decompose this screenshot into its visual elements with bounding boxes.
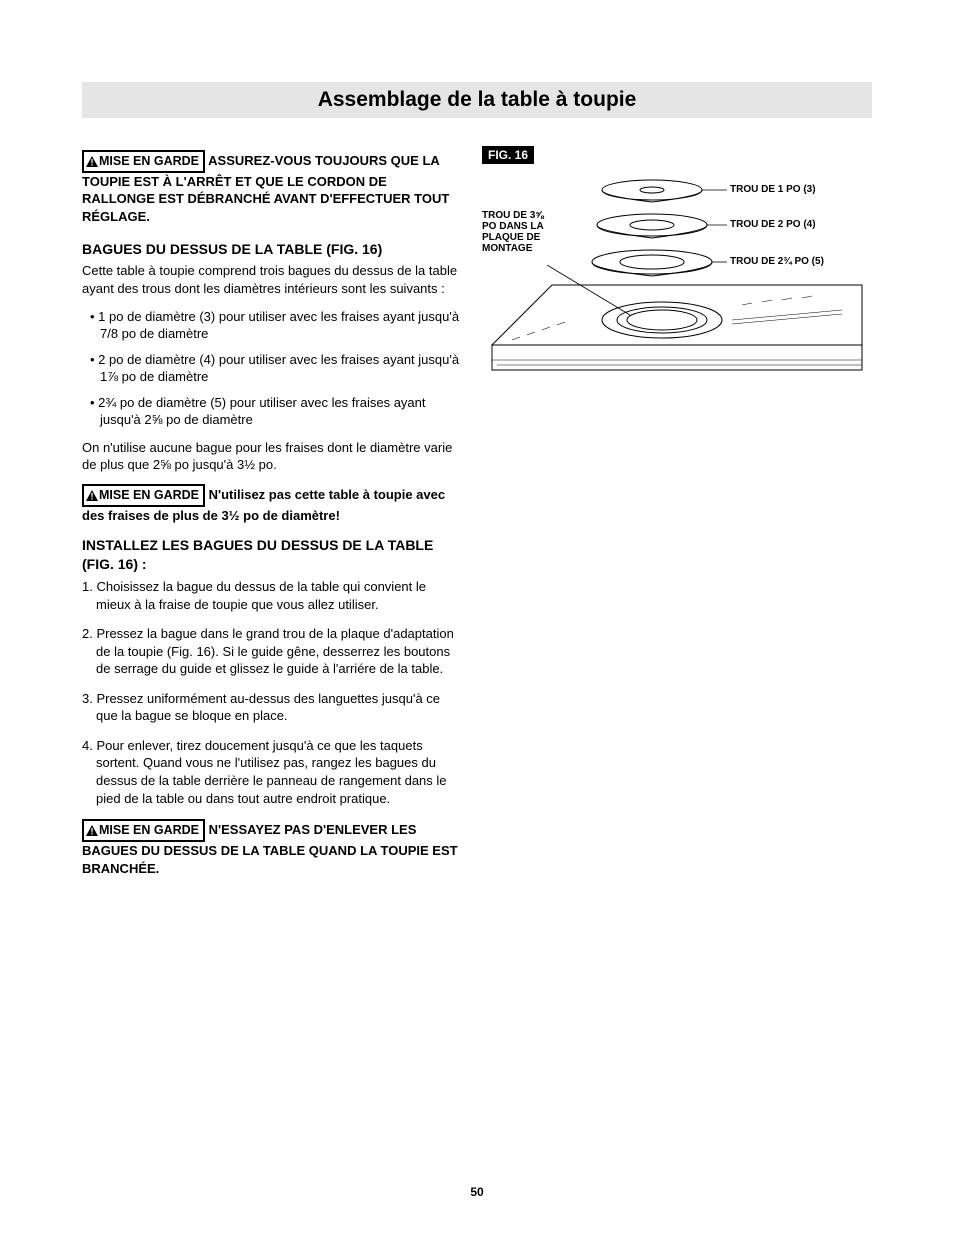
section-1-heading: BAGUES DU DESSUS DE LA TABLE (FIG. 16): [82, 240, 462, 259]
svg-text:!: !: [91, 827, 94, 837]
section-2-heading: INSTALLEZ LES BAGUES DU DESSUS DE LA TAB…: [82, 536, 462, 574]
figure-label: FIG. 16: [482, 146, 534, 164]
right-column: FIG. 16: [482, 146, 872, 889]
step-item: 2. Pressez la bague dans le grand trou d…: [82, 625, 462, 678]
page-number: 50: [0, 1185, 954, 1199]
figure-16: TROU DE 3⅝ PO DANS LA PLAQUE DE MONTAGE …: [482, 170, 872, 410]
step-item: 3. Pressez uniformément au-dessus des la…: [82, 690, 462, 725]
content-columns: !MISE EN GARDE ASSUREZ-VOUS TOUJOURS QUE…: [82, 146, 872, 889]
svg-text:!: !: [91, 491, 94, 501]
callout-left: TROU DE 3⅝ PO DANS LA PLAQUE DE MONTAGE: [482, 210, 552, 254]
svg-text:!: !: [91, 158, 94, 168]
callout-r1: TROU DE 1 PO (3): [730, 184, 816, 195]
bullet-item: 1 po de diamètre (3) pour utiliser avec …: [82, 308, 462, 343]
warning-2: !MISE EN GARDE N'utilisez pas cette tabl…: [82, 484, 462, 524]
warning-badge: !MISE EN GARDE: [82, 150, 205, 173]
bullet-item: 2 po de diamètre (4) pour utiliser avec …: [82, 351, 462, 386]
warning-triangle-icon: !: [86, 825, 98, 836]
callout-r2: TROU DE 2 PO (4): [730, 219, 816, 230]
warning-1: !MISE EN GARDE ASSUREZ-VOUS TOUJOURS QUE…: [82, 150, 462, 226]
page-title: Assemblage de la table à toupie: [82, 82, 872, 118]
warning-badge: !MISE EN GARDE: [82, 484, 205, 507]
figure-16-svg: [482, 170, 872, 405]
warning-triangle-icon: !: [86, 156, 98, 167]
step-item: 1. Choisissez la bague du dessus de la t…: [82, 578, 462, 613]
section-1-closing: On n'utilise aucune bague pour les frais…: [82, 439, 462, 474]
section-1-bullets: 1 po de diamètre (3) pour utiliser avec …: [82, 308, 462, 429]
callout-r3: TROU DE 2¾ PO (5): [730, 256, 824, 267]
warning-badge: !MISE EN GARDE: [82, 819, 205, 842]
bullet-item: 2¾ po de diamètre (5) pour utiliser avec…: [82, 394, 462, 429]
section-1-intro: Cette table à toupie comprend trois bagu…: [82, 262, 462, 297]
warning-3: !MISE EN GARDE N'ESSAYEZ PAS D'ENLEVER L…: [82, 819, 462, 877]
step-item: 4. Pour enlever, tirez doucement jusqu'à…: [82, 737, 462, 807]
left-column: !MISE EN GARDE ASSUREZ-VOUS TOUJOURS QUE…: [82, 146, 462, 889]
section-2-steps: 1. Choisissez la bague du dessus de la t…: [82, 578, 462, 807]
warning-triangle-icon: !: [86, 490, 98, 501]
